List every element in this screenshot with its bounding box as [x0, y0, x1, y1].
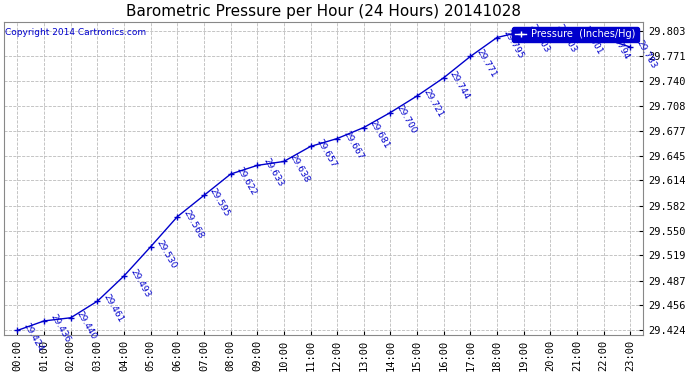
- Text: 29.595: 29.595: [208, 187, 232, 219]
- Text: 29.638: 29.638: [288, 153, 312, 184]
- Text: 29.783: 29.783: [634, 38, 658, 70]
- Title: Barometric Pressure per Hour (24 Hours) 20141028: Barometric Pressure per Hour (24 Hours) …: [126, 4, 522, 19]
- Text: 29.803: 29.803: [554, 22, 578, 54]
- Text: 29.700: 29.700: [395, 104, 418, 136]
- Text: 29.568: 29.568: [181, 208, 205, 240]
- Text: 29.667: 29.667: [342, 130, 365, 162]
- Text: 29.436: 29.436: [48, 312, 72, 344]
- Text: 29.493: 29.493: [128, 267, 152, 299]
- Text: 29.794: 29.794: [608, 30, 631, 61]
- Text: 29.622: 29.622: [235, 165, 258, 197]
- Text: 29.530: 29.530: [155, 238, 179, 270]
- Text: 29.424: 29.424: [21, 322, 45, 353]
- Text: 29.744: 29.744: [448, 69, 471, 100]
- Text: 29.681: 29.681: [368, 119, 391, 151]
- Text: 29.771: 29.771: [475, 48, 498, 80]
- Text: 29.633: 29.633: [262, 157, 285, 189]
- Text: 29.657: 29.657: [315, 138, 338, 170]
- Text: 29.803: 29.803: [528, 22, 551, 54]
- Text: 29.461: 29.461: [101, 292, 125, 324]
- Text: Copyright 2014 Cartronics.com: Copyright 2014 Cartronics.com: [6, 28, 146, 37]
- Text: 29.440: 29.440: [75, 309, 99, 340]
- Text: 29.721: 29.721: [421, 87, 444, 119]
- Text: 29.795: 29.795: [501, 29, 524, 61]
- Text: 29.801: 29.801: [581, 24, 604, 56]
- Legend: Pressure  (Inches/Hg): Pressure (Inches/Hg): [512, 27, 639, 42]
